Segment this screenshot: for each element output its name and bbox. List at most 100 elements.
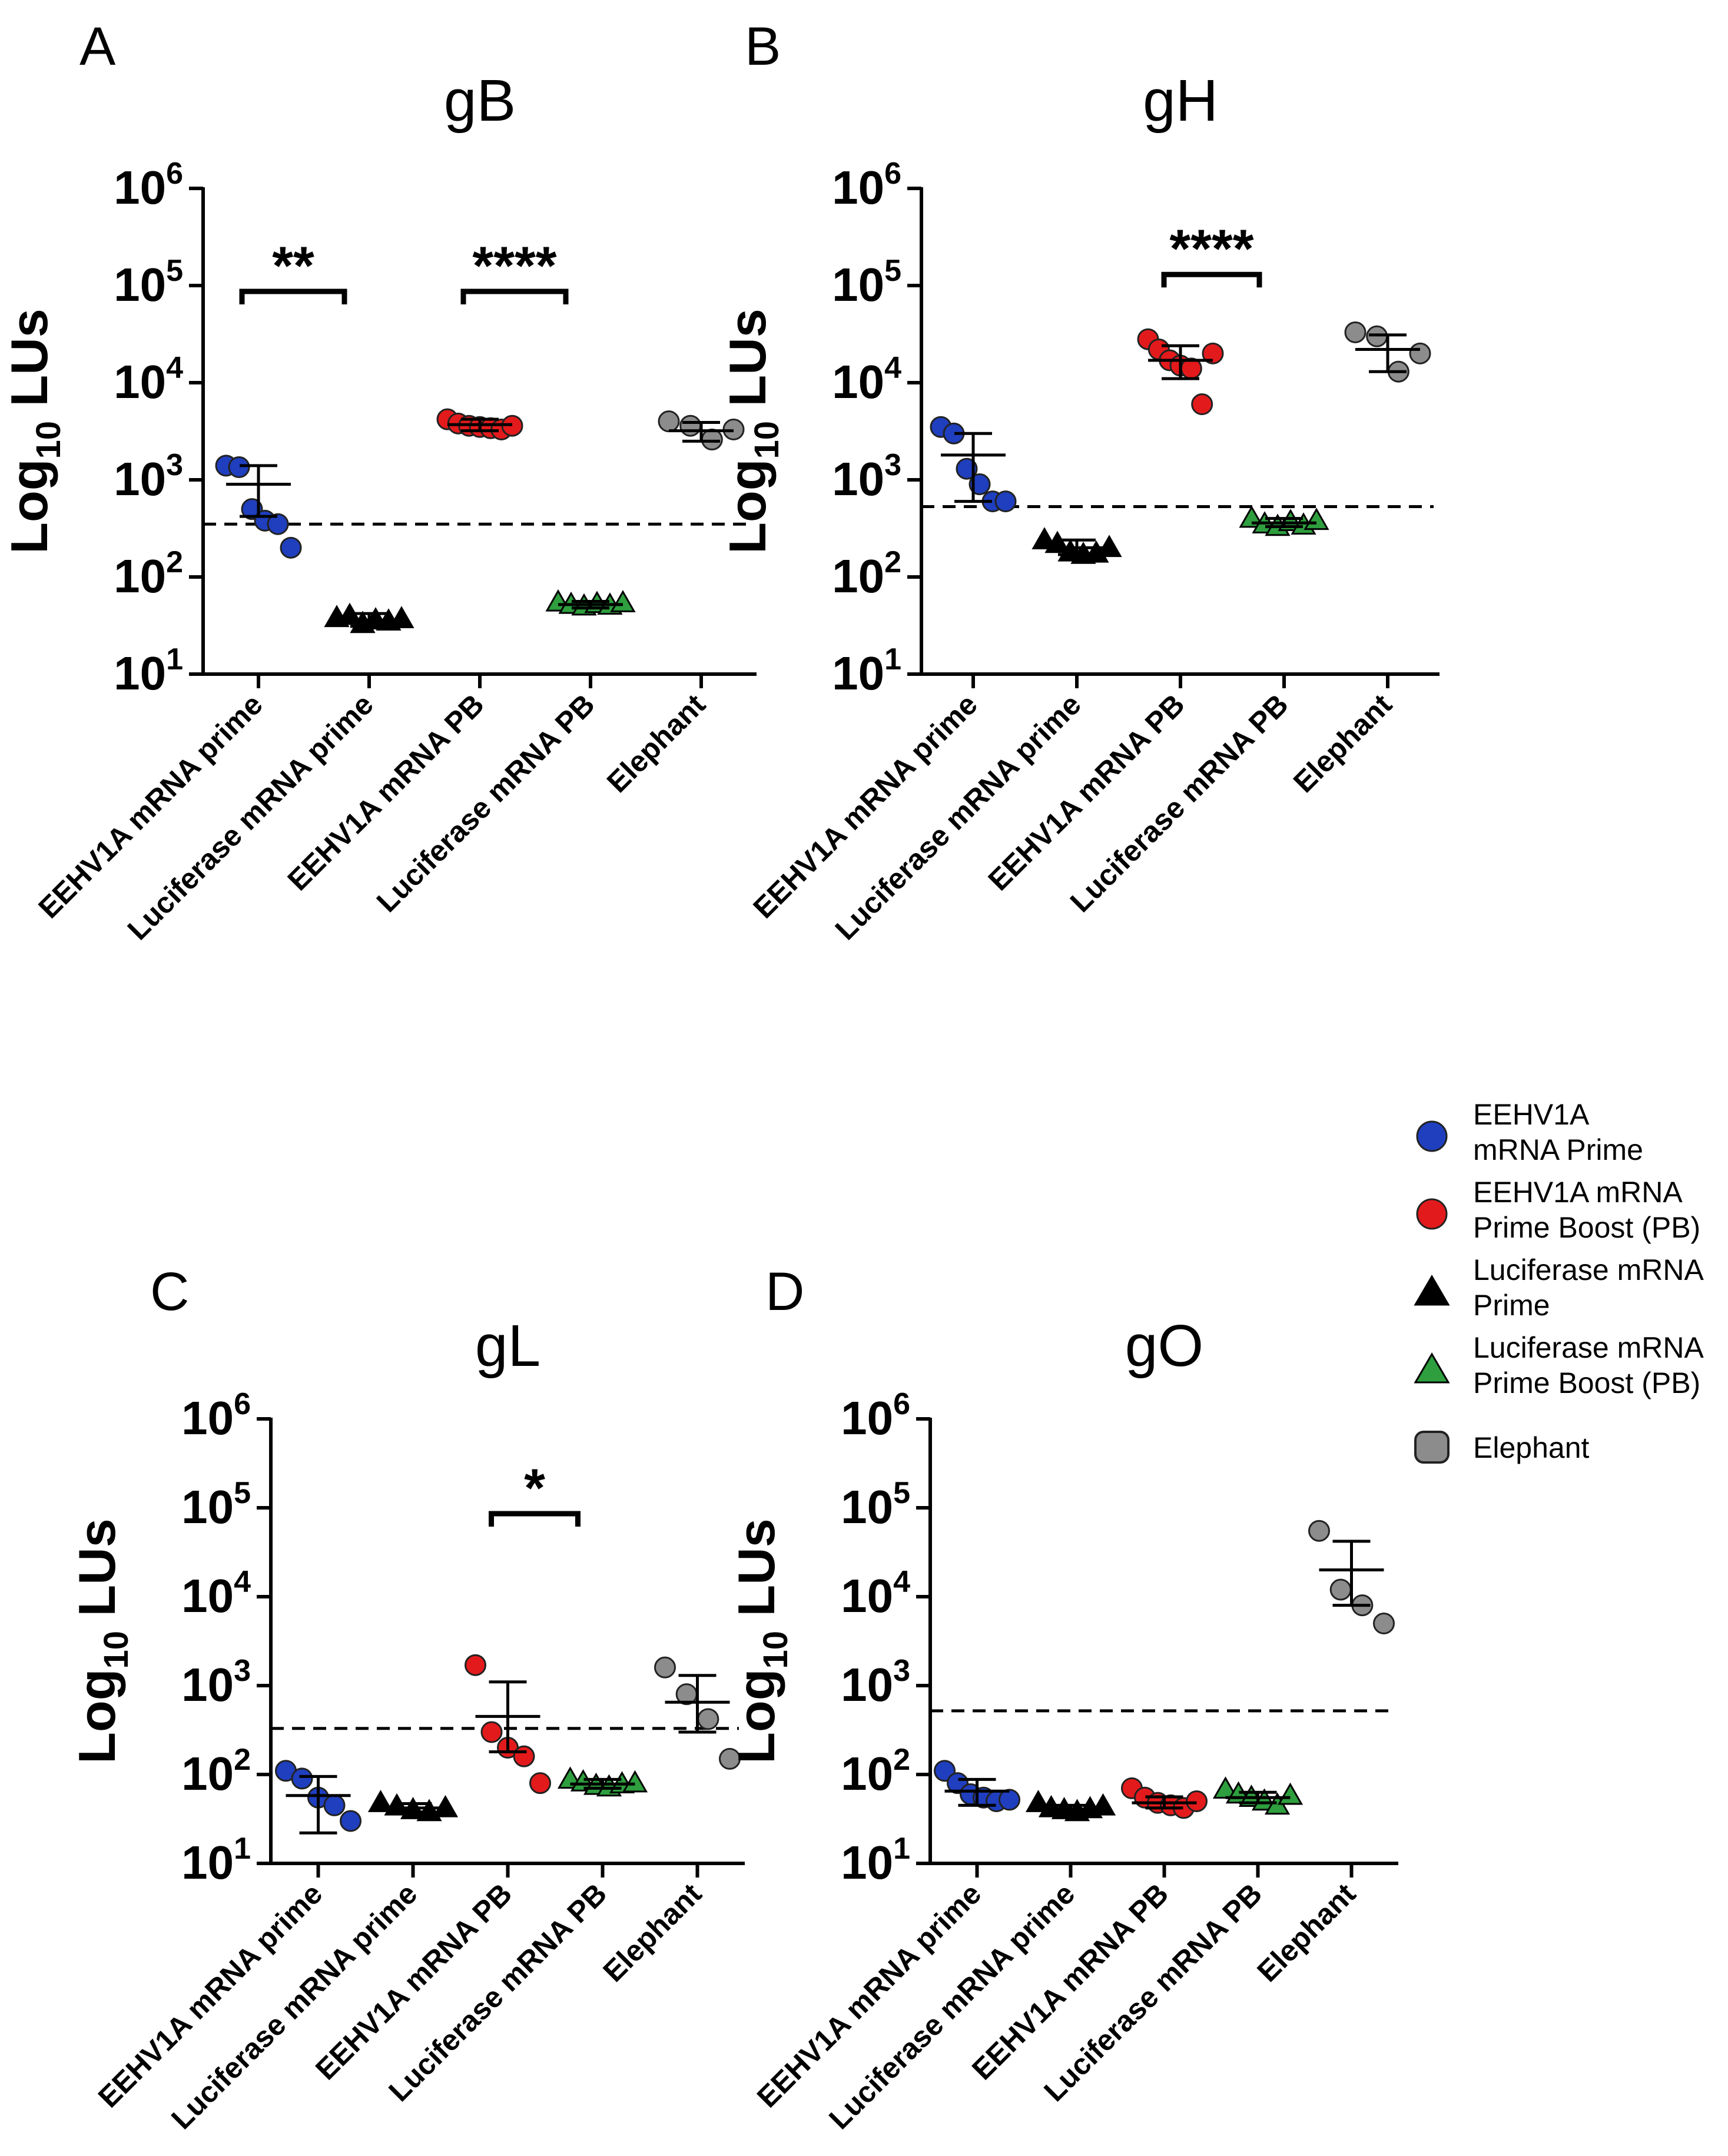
y-tick-label: 102 [114, 545, 183, 602]
y-tick-base: 10 [841, 1747, 893, 1800]
y-tick-base: 10 [841, 1659, 893, 1711]
y-tick-label: 101 [832, 642, 901, 699]
data-point [1373, 1612, 1395, 1634]
y-tick-exponent: 4 [884, 351, 901, 385]
data-point [1308, 1520, 1330, 1542]
significance-bracket: ** [239, 236, 347, 304]
data-point [1202, 342, 1224, 364]
y-tick-label: 103 [181, 1654, 251, 1711]
y-tick-base: 10 [832, 453, 884, 505]
chart-title: gH [1143, 68, 1218, 134]
y-tick-label: 104 [181, 1565, 251, 1622]
y-tick-base: 10 [841, 1570, 893, 1622]
y-tick-exponent: 4 [166, 351, 183, 385]
panel-letter: C [150, 1262, 189, 1322]
y-tick-base: 10 [114, 647, 166, 699]
y-tick-base: 10 [832, 356, 884, 408]
y-tick-base: 10 [181, 1836, 234, 1889]
data-point [1344, 321, 1367, 343]
y-tick-exponent: 6 [166, 157, 183, 191]
y-tick-label: 101 [114, 642, 183, 699]
y-tick-label: 102 [181, 1743, 251, 1800]
bracket-line [1161, 271, 1262, 288]
legend-label: EEHV1A [1473, 1098, 1590, 1131]
y-label-subscript: 10 [757, 1631, 795, 1669]
legend-marker [1414, 1431, 1450, 1464]
group-0 [934, 1760, 1020, 1812]
significance-label: ** [272, 236, 314, 296]
significance-bracket: **** [1161, 219, 1262, 288]
y-tick-exponent: 3 [166, 448, 183, 482]
y-tick-label: 103 [114, 448, 183, 505]
legend-marker [1416, 1198, 1448, 1230]
group-4 [654, 1656, 741, 1770]
significance-label: * [524, 1458, 545, 1518]
y-tick-exponent: 2 [166, 545, 183, 579]
y-axis-label: Log10 LUs [727, 1518, 795, 1763]
data-point [340, 1810, 361, 1832]
significance-label: **** [1169, 219, 1253, 279]
data-point [323, 1794, 346, 1816]
y-tick-base: 10 [114, 258, 166, 311]
group-4 [658, 410, 745, 451]
y-tick-label: 106 [832, 157, 901, 214]
y-tick-base: 10 [832, 550, 884, 602]
y-tick-base: 10 [114, 356, 166, 408]
y-label-suffix: LUs [718, 309, 777, 421]
group-4 [1308, 1520, 1395, 1634]
y-tick-base: 10 [181, 1481, 234, 1533]
y-label-subscript: 10 [97, 1631, 135, 1669]
data-point [367, 1790, 394, 1812]
y-tick-base: 10 [832, 647, 884, 699]
chart-title: gL [475, 1313, 540, 1379]
y-label-suffix: LUs [68, 1518, 126, 1631]
group-3 [545, 589, 636, 616]
y-tick-exponent: 2 [884, 545, 901, 579]
y-axis-label: Log10 LUs [68, 1518, 135, 1763]
panel-letter: D [765, 1262, 804, 1322]
data-point [697, 1708, 719, 1730]
significance-bracket: * [489, 1458, 581, 1527]
data-point [1090, 1793, 1116, 1816]
y-tick-exponent: 6 [234, 1387, 251, 1421]
y-label-base: Log [718, 459, 777, 553]
legend-marker [1414, 1275, 1450, 1306]
data-point [622, 1770, 648, 1793]
y-tick-label: 103 [841, 1654, 910, 1711]
group-2 [436, 408, 523, 440]
y-tick-label: 106 [841, 1387, 910, 1444]
y-tick-label: 102 [841, 1743, 910, 1800]
data-point [1409, 342, 1431, 364]
y-tick-base: 10 [181, 1570, 234, 1622]
legend-label: Prime Boost (PB) [1473, 1211, 1700, 1244]
x-tick-label: Luciferase mRNA PB [370, 688, 601, 918]
data-point [1186, 1790, 1208, 1812]
y-tick-exponent: 2 [893, 1743, 910, 1777]
legend-marker [1416, 1120, 1448, 1152]
y-tick-base: 10 [181, 1392, 234, 1444]
data-point [529, 1772, 551, 1795]
legend-marker [1414, 1352, 1450, 1384]
y-tick-base: 10 [114, 161, 166, 214]
y-tick-exponent: 5 [893, 1476, 910, 1510]
data-point [1025, 1790, 1052, 1812]
data-point [994, 490, 1017, 513]
y-tick-base: 10 [181, 1747, 234, 1800]
group-0 [275, 1760, 361, 1835]
y-tick-exponent: 5 [166, 254, 183, 288]
significance-label: **** [472, 236, 556, 296]
legend-label: mRNA Prime [1473, 1133, 1643, 1166]
data-point [465, 1654, 486, 1676]
y-tick-base: 10 [841, 1481, 893, 1533]
data-point [1329, 1578, 1352, 1601]
group-2 [465, 1654, 551, 1795]
y-tick-label: 103 [832, 448, 901, 505]
y-label-subscript: 10 [748, 421, 786, 459]
y-tick-label: 102 [832, 545, 901, 602]
